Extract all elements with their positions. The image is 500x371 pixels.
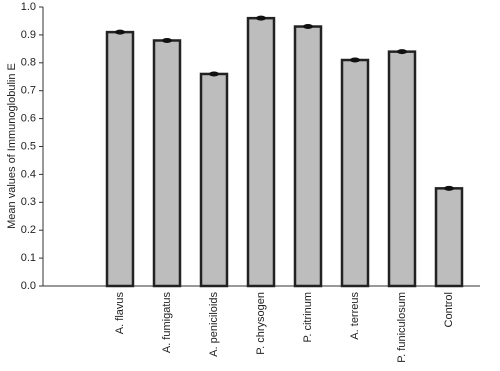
bar	[434, 187, 464, 288]
x-tick-label: A. fumigatus	[161, 292, 173, 354]
x-tick-label: P. citrinum	[302, 292, 314, 343]
bar	[293, 25, 323, 288]
x-tick-label: P. funiculosum	[396, 292, 408, 363]
bar	[387, 50, 417, 288]
bar-cap	[115, 29, 125, 35]
x-tick-label: A. terreus	[349, 292, 361, 340]
y-tick-label: 0.3	[21, 196, 36, 208]
bar	[105, 30, 135, 288]
y-tick-label: 0.0	[21, 280, 36, 292]
y-tick-label: 0.7	[21, 85, 36, 97]
x-tick-label: Control	[443, 292, 455, 327]
y-tick-label: 0.1	[21, 252, 36, 264]
bar	[199, 72, 229, 288]
y-tick-label: 0.5	[21, 140, 36, 152]
bar-cap	[350, 57, 360, 63]
bar-cap	[444, 185, 454, 191]
y-tick-label: 0.9	[21, 29, 36, 41]
x-tick-label: P. chrysogen	[255, 292, 267, 355]
bar	[340, 58, 370, 288]
x-tick-label: A. flavus	[114, 292, 126, 335]
bar	[246, 16, 276, 288]
bar-cap	[256, 15, 266, 21]
x-tick-label: A. peniciloids	[208, 292, 220, 357]
y-tick-label: 1.0	[21, 1, 36, 13]
bar	[152, 39, 182, 288]
bar-cap	[303, 24, 313, 30]
bar-cap	[209, 71, 219, 77]
y-axis-label: Mean values of Immunoglobulin E	[6, 63, 18, 229]
y-tick-label: 0.6	[21, 113, 36, 125]
y-tick-label: 0.4	[21, 168, 36, 180]
y-tick-label: 0.8	[21, 57, 36, 69]
y-tick-label: 0.2	[21, 224, 36, 236]
bar-cap	[162, 37, 172, 43]
bar-cap	[397, 49, 407, 55]
